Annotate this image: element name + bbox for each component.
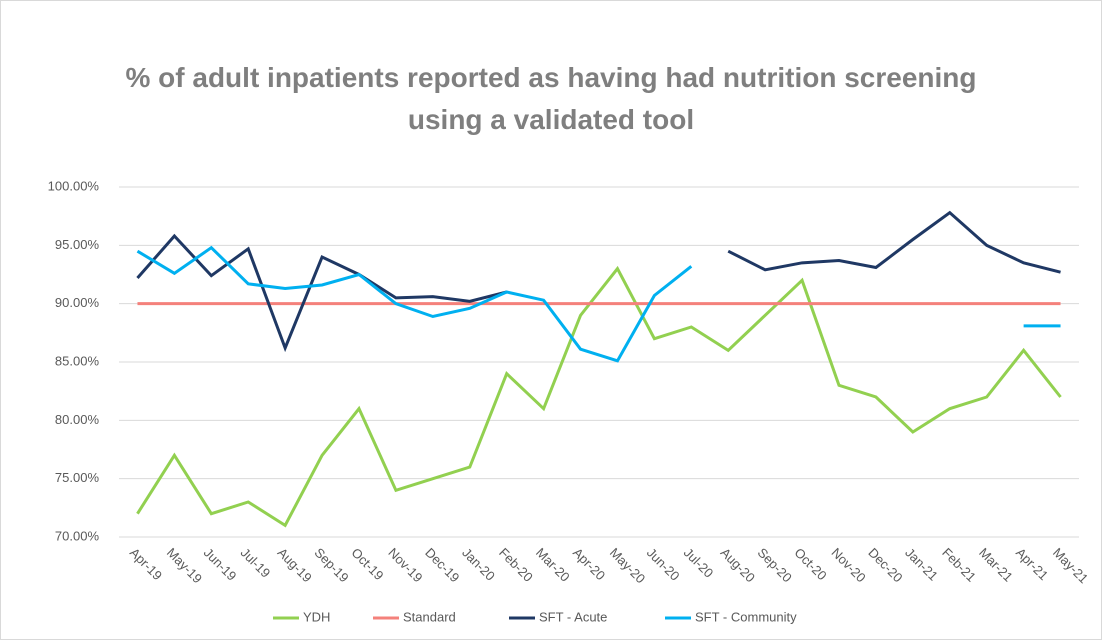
x-tick-label: Dec-20: [865, 545, 905, 585]
x-tick-label: Sep-20: [755, 545, 795, 585]
legend-label: YDH: [303, 609, 330, 624]
x-tick-label: Nov-19: [385, 545, 425, 585]
legend-label: SFT - Acute: [539, 609, 607, 624]
x-tick-label: Sep-19: [312, 545, 352, 585]
x-tick-label: Mar-21: [976, 545, 1016, 585]
y-tick-label: 100.00%: [48, 178, 100, 193]
series-line: [136, 265, 1062, 528]
x-tick-label: Nov-20: [828, 545, 868, 585]
y-tick-label: 75.00%: [55, 470, 100, 485]
y-tick-label: 70.00%: [55, 528, 100, 543]
y-tick-label: 90.00%: [55, 295, 100, 310]
series-line: [136, 245, 693, 363]
x-tick-label: May-21: [1050, 545, 1091, 586]
x-tick-label: Apr-21: [1013, 545, 1051, 583]
x-tick-label: Oct-20: [792, 545, 830, 583]
legend-label: SFT - Community: [695, 609, 797, 624]
y-tick-label: 80.00%: [55, 412, 100, 427]
legend-label: Standard: [403, 609, 456, 624]
y-tick-label: 85.00%: [55, 353, 100, 368]
x-tick-label: Feb-20: [496, 545, 536, 585]
x-tick-label: Mar-20: [533, 545, 573, 585]
x-tick-label: May-20: [607, 545, 648, 586]
y-tick-label: 95.00%: [55, 237, 100, 252]
x-tick-label: Apr-19: [127, 545, 165, 583]
x-tick-label: Apr-20: [570, 545, 608, 583]
x-tick-label: May-19: [164, 545, 205, 586]
x-tick-label: Feb-21: [939, 545, 979, 585]
x-tick-label: Jul-19: [238, 545, 274, 581]
x-tick-label: Jun-20: [644, 545, 683, 584]
series-line: [727, 210, 1061, 274]
x-tick-label: Jul-20: [681, 545, 717, 581]
x-tick-label: Dec-19: [422, 545, 462, 585]
chart-title: % of adult inpatients reported as having…: [125, 62, 977, 135]
series-line: [136, 233, 508, 353]
x-tick-label: Aug-20: [718, 545, 758, 585]
x-tick-label: Jan-21: [902, 545, 941, 584]
x-tick-label: Oct-19: [348, 545, 386, 583]
x-tick-label: Jun-19: [201, 545, 240, 584]
x-tick-label: Aug-19: [275, 545, 315, 585]
x-tick-label: Jan-20: [459, 545, 498, 584]
